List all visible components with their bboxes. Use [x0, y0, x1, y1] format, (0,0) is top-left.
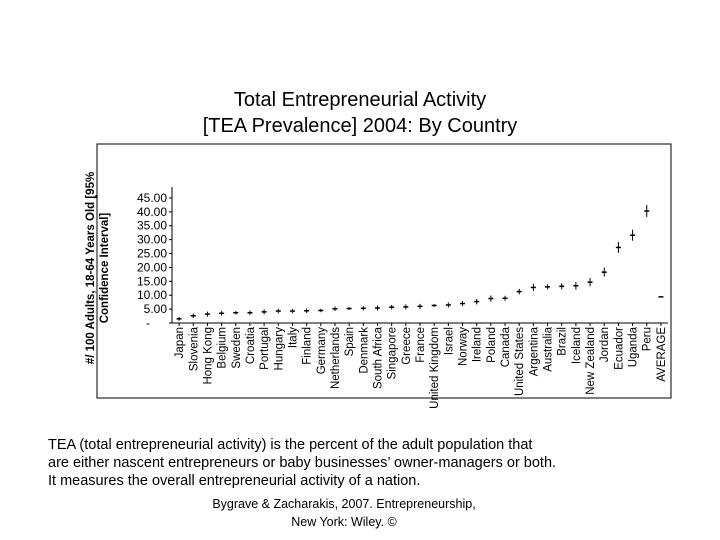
- citation-line-1: Bygrave & Zacharakis, 2007. Entrepreneur…: [212, 497, 476, 511]
- x-category-label: Germany: [316, 327, 328, 375]
- x-category-label: Finland: [302, 327, 314, 365]
- note-line-1: TEA (total entrepreneurial activity) is …: [48, 437, 533, 453]
- y-tick-label: 10.00: [137, 288, 167, 302]
- x-category-label: Hungary: [273, 327, 285, 371]
- x-category-label: Argentina: [528, 326, 540, 376]
- x-category-label: Italy: [287, 327, 299, 348]
- y-tick-label: 15.00: [137, 274, 167, 288]
- x-category-label: South Africa: [372, 326, 384, 389]
- x-category-label: Spain: [344, 327, 356, 356]
- chart-title-line-1: Total Entrepreneurial Activity: [233, 89, 487, 111]
- x-category-label: Poland: [486, 327, 498, 363]
- x-category-label: United Kingdom: [429, 327, 441, 409]
- x-category-label: Jordan: [599, 327, 611, 362]
- x-category-label: Iceland: [571, 327, 583, 364]
- chart-title-line-2: [TEA Prevalence] 2004: By Country: [202, 115, 518, 137]
- y-tick-label: 40.00: [137, 205, 167, 219]
- x-category-label: Sweden: [231, 327, 243, 369]
- x-category-label: Israel: [443, 327, 455, 355]
- x-category-label: Netherlands: [330, 327, 342, 389]
- x-category-label: Belgium: [217, 327, 229, 369]
- tea-definition-note: TEA (total entrepreneurial activity) is …: [48, 436, 688, 490]
- x-category-label: Japan: [174, 327, 186, 358]
- y-tick-label: 30.00: [137, 233, 167, 247]
- x-category-label: Norway: [458, 327, 470, 366]
- x-category-label: Ireland: [472, 327, 484, 362]
- x-category-label: Portugal: [259, 327, 271, 370]
- x-category-label: Singapore: [387, 327, 399, 379]
- x-category-label: Uganda: [628, 326, 640, 367]
- x-category-label: France: [415, 327, 427, 363]
- note-line-2: are either nascent entrepreneurs or baby…: [48, 455, 557, 471]
- x-category-label: Brazil: [557, 327, 569, 356]
- y-tick-label: 45.00: [137, 191, 167, 205]
- y-axis-label-line-2: Confidence Interval]: [99, 213, 111, 324]
- x-category-label: Croatia: [245, 326, 257, 364]
- y-tick-label: 35.00: [137, 219, 167, 233]
- x-category-label: Peru: [642, 327, 654, 351]
- x-category-label: Canada: [500, 326, 512, 367]
- x-category-label: AVERAGE: [656, 327, 668, 382]
- chart-frame: [96, 143, 672, 399]
- x-category-label: Slovenia: [188, 326, 200, 371]
- x-category-label: Australia: [543, 326, 555, 371]
- x-category-label: New Zealand: [585, 327, 597, 395]
- citation-line-2: New York: Wiley. ©: [291, 515, 397, 529]
- y-axis-label-line-1: #/ 100 Adults, 18-64 Years Old [95%: [85, 172, 97, 364]
- x-category-label: Denmark: [358, 327, 370, 374]
- note-line-3: It measures the overall entrepreneurial …: [48, 473, 421, 489]
- y-tick-label: 25.00: [137, 247, 167, 261]
- y-tick-label: -: [146, 316, 150, 330]
- x-category-label: Hong Kong: [202, 327, 214, 385]
- x-category-label: United States: [514, 327, 526, 396]
- y-tick-label: 20.00: [137, 260, 167, 274]
- x-category-label: Greece: [401, 327, 413, 365]
- y-tick-label: 5.00: [144, 302, 168, 316]
- x-category-label: Ecuador: [613, 327, 625, 370]
